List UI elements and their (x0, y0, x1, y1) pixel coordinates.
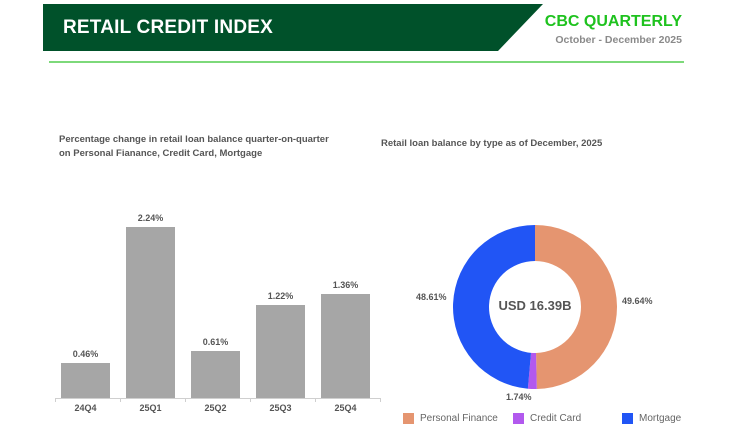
legend-swatch-icon (403, 413, 414, 424)
legend-label: Personal Finance (420, 413, 498, 424)
legend-swatch-icon (513, 413, 524, 424)
legend-label: Mortgage (639, 413, 682, 424)
pie-label-personal-finance: 49.64% (622, 296, 653, 306)
bar-value-label: 0.61% (202, 337, 229, 347)
x-tick-label: 25Q4 (334, 403, 357, 413)
bar-chart-subtitle: Percentage change in retail loan balance… (59, 133, 359, 161)
bar-value-label: 1.36% (332, 280, 359, 290)
bar-25Q3 (256, 305, 305, 398)
x-axis-tick (315, 398, 316, 402)
x-tick-label: 25Q1 (139, 403, 162, 413)
report-title: RETAIL CREDIT INDEX (63, 17, 273, 38)
legend-item-personal-finance: Personal Finance (403, 413, 498, 424)
brand-block: CBC QUARTERLY October - December 2025 (545, 13, 682, 46)
bar-25Q4 (321, 294, 370, 398)
donut-slice-mortgage (453, 225, 535, 389)
bar-value-label: 1.22% (267, 291, 294, 301)
bar-25Q2 (191, 351, 240, 398)
legend-swatch-icon (622, 413, 633, 424)
donut-chart-subtitle: Retail loan balance by type as of Decemb… (381, 138, 603, 149)
bar-24Q4 (61, 363, 110, 398)
bar-25Q1 (126, 227, 175, 398)
header-divider (49, 61, 684, 63)
donut-slice-credit-card (527, 352, 537, 389)
header-banner: RETAIL CREDIT INDEX (43, 4, 543, 51)
pie-label-credit-card: 1.74% (506, 392, 532, 402)
banner-shape (43, 4, 543, 51)
brand-name: CBC QUARTERLY (544, 13, 682, 30)
x-axis-tick (120, 398, 121, 402)
legend-label: Credit Card (530, 413, 582, 424)
x-axis-tick (250, 398, 251, 402)
report-period: October - December 2025 (555, 34, 682, 46)
x-tick-label: 24Q4 (74, 403, 97, 413)
x-axis-tick (55, 398, 56, 402)
legend-item-mortgage: Mortgage (622, 413, 681, 424)
legend-item-credit-card: Credit Card (513, 413, 581, 424)
donut-slice-personal-finance (535, 225, 617, 389)
bar-chart: 0.46% 24Q4 2.24% 25Q1 0.61% 25Q2 1.22% 25Q3 1.36… (50, 200, 381, 420)
donut-center-total: USD 16.39B (498, 298, 572, 313)
x-tick-label: 25Q2 (204, 403, 227, 413)
bar-chart-subtitle-line2: on Personal Fianance, Credit Card, Mortg… (59, 148, 263, 159)
donut-chart (453, 225, 617, 389)
x-axis (55, 398, 380, 399)
bar-value-label: 0.46% (72, 349, 99, 359)
pie-label-mortgage: 48.61% (416, 292, 447, 302)
x-axis-tick (185, 398, 186, 402)
x-axis-tick (380, 398, 381, 402)
bar-value-label: 2.24% (137, 213, 164, 223)
bar-chart-subtitle-line1: Percentage change in retail loan balance… (59, 134, 329, 145)
x-tick-label: 25Q3 (269, 403, 292, 413)
